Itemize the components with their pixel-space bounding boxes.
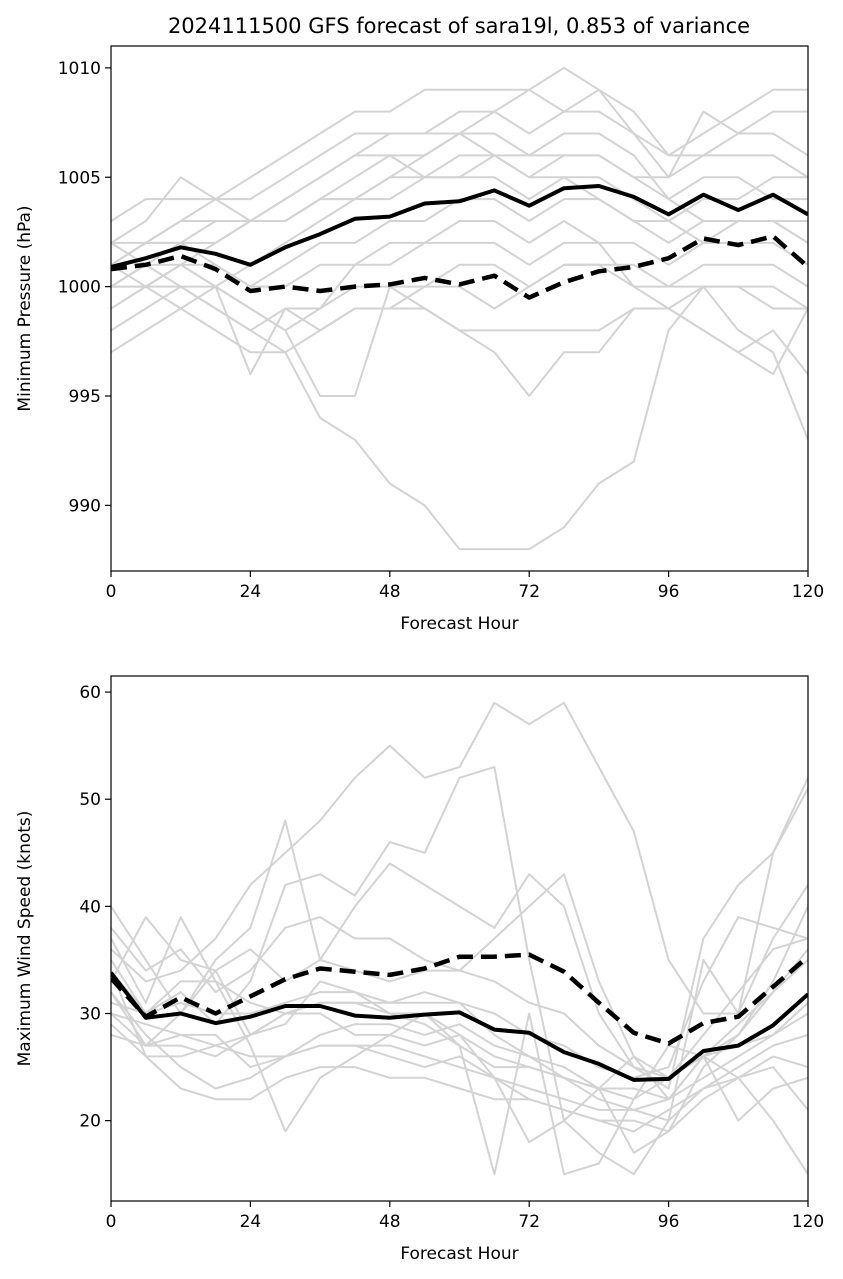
ensemble-member-line-3: [111, 766, 808, 1176]
pressure-panel: 0 24 48 72 96 120 990 995 1000 1005 1010 Forecast H…: [15, 45, 824, 634]
ensemble-member-line-11: [111, 969, 808, 1175]
x-tick-label: 96: [658, 582, 680, 602]
x-axis-label: Forecast Hour: [400, 1244, 518, 1264]
ensemble-member-line-1: [111, 819, 808, 1079]
ensemble-member-line-0: [111, 701, 808, 1015]
ensemble-member-line-8: [111, 220, 808, 288]
y-tick-label: 50: [79, 790, 101, 810]
ensemble-member-line-14: [111, 948, 808, 1154]
x-tick-label: 96: [658, 1212, 680, 1232]
y-tick-label: 60: [79, 683, 101, 703]
ensemble-member-line-1: [111, 88, 808, 266]
x-tick-label: 0: [106, 582, 117, 602]
ensemble-member-line-12: [111, 285, 808, 551]
ensemble-member-line-15: [111, 154, 808, 244]
y-tick-label: 1000: [58, 278, 101, 298]
x-tick-label: 72: [518, 582, 540, 602]
x-tick-label: 72: [518, 1212, 540, 1232]
y-tick-label: 1005: [58, 168, 101, 188]
x-tick-label: 24: [240, 582, 262, 602]
y-tick-label: 990: [69, 496, 101, 516]
y-tick-label: 30: [79, 1005, 101, 1025]
axes-frame: [110, 675, 809, 1202]
ensemble-member-line-12: [111, 1012, 808, 1133]
ensemble-member-line-4: [111, 777, 808, 1090]
ensemble-member-line-9: [111, 1023, 808, 1133]
y-tick-label: 20: [79, 1112, 101, 1132]
y-tick-label: 995: [69, 387, 101, 407]
axes-frame: [110, 45, 809, 572]
ensemble-member-line-8: [111, 991, 808, 1122]
x-tick-label: 24: [240, 1212, 262, 1232]
x-tick-label: 120: [792, 1212, 824, 1232]
plot-area: [111, 701, 808, 1176]
dashed-line: [111, 952, 808, 1046]
x-tick-label: 48: [379, 1212, 401, 1232]
ensemble-member-line-6: [111, 132, 808, 244]
ensemble-member-line-4: [111, 132, 808, 244]
y-tick-label: 1010: [58, 59, 101, 79]
x-tick-label: 0: [106, 1212, 117, 1232]
wind-panel: 0 24 48 72 96 120 20 30 40 50 60 Forecast Hour Maxim…: [15, 675, 824, 1264]
y-axis-label: Maximum Wind Speed (knots): [15, 811, 35, 1067]
solid-line: [111, 971, 808, 1082]
dashed-line: [111, 234, 808, 300]
y-tick-label: 40: [79, 897, 101, 917]
x-tick-label: 120: [792, 582, 824, 602]
solid-line: [111, 184, 808, 269]
y-axis-label: Minimum Pressure (hPa): [15, 205, 35, 411]
plot-area: [111, 66, 808, 551]
ensemble-member-line-13: [111, 991, 808, 1101]
chart-title: 2024111500 GFS forecast of sara19l, 0.85…: [168, 14, 750, 38]
x-axis-label: Forecast Hour: [400, 614, 518, 634]
x-tick-label: 48: [379, 582, 401, 602]
